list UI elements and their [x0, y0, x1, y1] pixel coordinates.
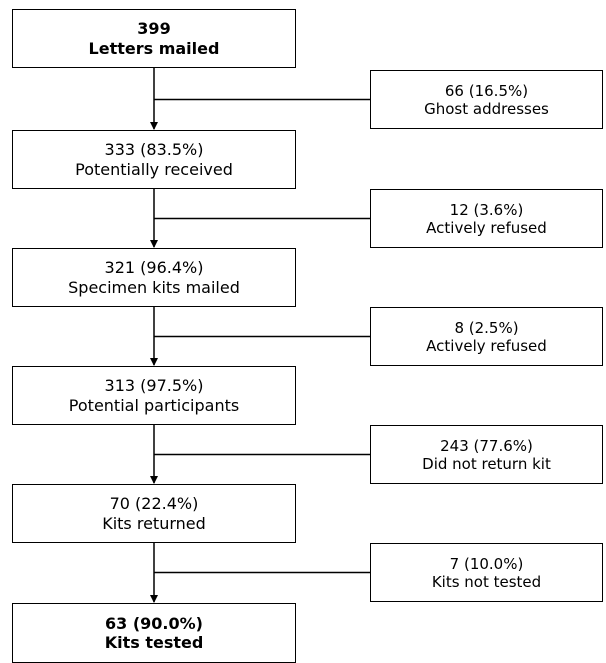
exclusion-label: Actively refused	[426, 336, 547, 355]
exclusion-label: Kits not tested	[431, 572, 542, 591]
step-label: Specimen kits mailed	[68, 277, 240, 297]
exclusion-label: Actively refused	[426, 218, 547, 237]
step-specimen-kits-mailed: 321 (96.4%) Specimen kits mailed	[12, 248, 296, 307]
exclusion-label: Ghost addresses	[424, 99, 549, 118]
exclusion-count: 7 (10.0%)	[449, 554, 524, 573]
step-label: Kits tested	[104, 633, 204, 652]
step-potential-participants: 313 (97.5%) Potential participants	[12, 366, 296, 425]
step-count: 321 (96.4%)	[104, 258, 204, 278]
step-label: Kits returned	[102, 513, 206, 533]
step-letters-mailed: 399 Letters mailed	[12, 9, 296, 68]
exclusion-count: 66 (16.5%)	[444, 81, 529, 100]
step-kits-tested: 63 (90.0%) Kits tested	[12, 603, 296, 663]
exclusion-actively-refused-2: 8 (2.5%) Actively refused	[370, 307, 603, 366]
step-count: 333 (83.5%)	[104, 140, 204, 160]
step-kits-returned: 70 (22.4%) Kits returned	[12, 484, 296, 543]
exclusion-kits-not-tested: 7 (10.0%) Kits not tested	[370, 543, 603, 602]
step-count: 70 (22.4%)	[109, 494, 199, 514]
exclusion-count: 8 (2.5%)	[454, 318, 519, 337]
exclusion-ghost-addresses: 66 (16.5%) Ghost addresses	[370, 70, 603, 129]
exclusion-count: 12 (3.6%)	[449, 200, 524, 219]
step-label: Potentially received	[75, 159, 233, 179]
exclusion-actively-refused-1: 12 (3.6%) Actively refused	[370, 189, 603, 248]
step-label: Potential participants	[68, 395, 240, 415]
exclusion-count: 243 (77.6%)	[440, 436, 533, 455]
step-count: 399	[137, 19, 171, 39]
step-count: 63 (90.0%)	[105, 613, 203, 633]
step-potentially-received: 333 (83.5%) Potentially received	[12, 130, 296, 189]
exclusion-did-not-return-kit: 243 (77.6%) Did not return kit	[370, 425, 603, 484]
step-label: Letters mailed	[88, 38, 220, 58]
step-count: 313 (97.5%)	[104, 376, 204, 396]
exclusion-label: Did not return kit	[422, 454, 551, 473]
